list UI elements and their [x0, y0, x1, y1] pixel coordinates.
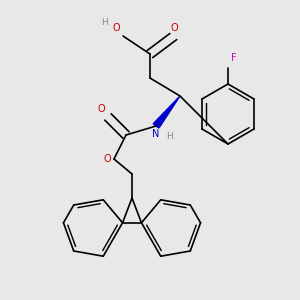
- Text: H: H: [102, 18, 108, 27]
- Text: O: O: [170, 23, 178, 33]
- Text: F: F: [231, 53, 237, 63]
- Text: O: O: [98, 104, 105, 114]
- Polygon shape: [153, 96, 180, 128]
- Text: H: H: [166, 132, 173, 141]
- Text: O: O: [112, 23, 120, 33]
- Text: O: O: [103, 154, 111, 164]
- Text: N: N: [152, 129, 160, 139]
